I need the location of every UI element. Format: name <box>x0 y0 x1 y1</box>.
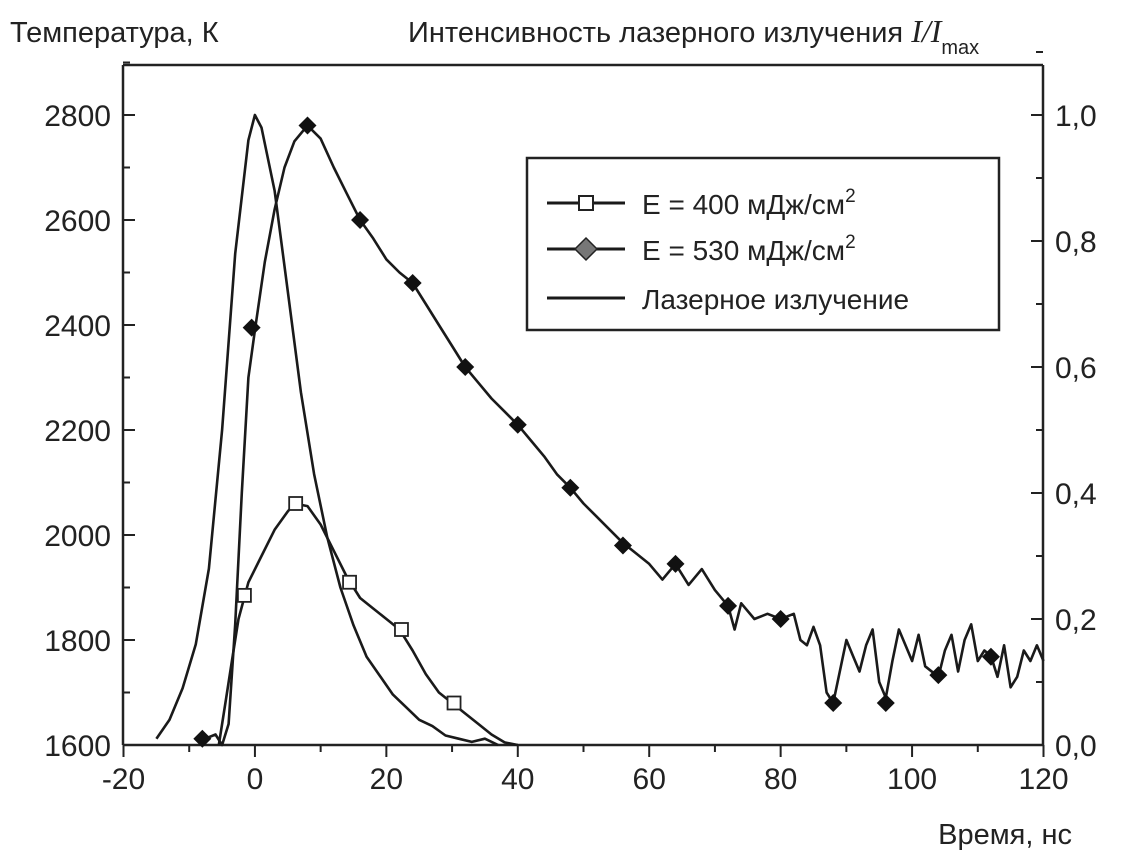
x-tick-label: 120 <box>1018 763 1068 796</box>
data-point <box>613 536 632 555</box>
legend-marker <box>578 195 594 211</box>
x-tick-label: -20 <box>102 763 145 796</box>
data-point <box>771 610 790 628</box>
data-point <box>394 622 409 637</box>
data-point <box>561 478 580 497</box>
y-left-tick-label: 2000 <box>44 520 111 553</box>
y-left-tick-label: 1600 <box>44 730 111 763</box>
x-axis-title: Время, нс <box>938 819 1072 851</box>
y-left-tick-label: 1800 <box>44 625 111 658</box>
data-point <box>929 666 948 685</box>
data-point <box>237 587 252 603</box>
data-point <box>876 694 895 712</box>
data-point <box>446 695 462 711</box>
data-point <box>288 496 304 511</box>
data-point <box>666 554 685 573</box>
legend-marker <box>573 236 599 262</box>
x-tick-label: 80 <box>764 763 797 796</box>
y-left-tick-label: 2800 <box>44 100 111 133</box>
data-point <box>456 358 475 376</box>
right-axis-title: Интенсивность лазерного излучения I/Imax <box>408 13 979 59</box>
legend-box <box>525 156 1001 332</box>
legend-label-2: E = 530 мДж/см2 <box>642 232 856 266</box>
x-tick-label: 0 <box>247 763 264 796</box>
y-left-tick-label: 2200 <box>44 415 111 448</box>
series-line-2 <box>201 124 1045 747</box>
data-point <box>242 318 261 337</box>
y-right-tick-label: 0,0 <box>1055 730 1097 763</box>
axes: -20 0 20 40 60 80 100 120 1600 1800 2000 2200 2400 26… <box>44 51 1097 796</box>
y-right-tick-label: 0,4 <box>1055 478 1097 511</box>
right-axis-title-symbol: I/I <box>910 13 943 49</box>
data-point <box>719 596 738 615</box>
y-left-tick-label: 2400 <box>44 310 111 343</box>
legend-label-3: Лазерное излучение <box>642 284 909 315</box>
legend-label-superscript: 2 <box>845 232 856 253</box>
y-right-tick-label: 1,0 <box>1055 100 1097 133</box>
y-right-tick-label: 0,2 <box>1055 604 1097 637</box>
x-tick-label: 20 <box>370 763 403 796</box>
data-point <box>351 211 370 229</box>
series-line-1 <box>217 502 519 747</box>
data-point <box>342 574 357 590</box>
x-tick-label: 60 <box>633 763 666 796</box>
data-point <box>403 274 422 292</box>
legend-label-text: E = 530 мДж/см <box>642 235 845 266</box>
data-point <box>298 116 317 135</box>
legend-label-text: Лазерное излучение <box>642 284 909 315</box>
y-right-tick-label: 0,8 <box>1055 226 1097 259</box>
right-axis-title-prefix: Интенсивность лазерного излучения <box>408 17 911 49</box>
left-axis-title: Температура, К <box>10 17 219 49</box>
legend-label-1: E = 400 мДж/см2 <box>642 186 856 220</box>
x-tick-label: 100 <box>887 763 937 796</box>
right-axis-title-sub: max <box>941 37 979 59</box>
data-point <box>508 415 527 434</box>
series-layer <box>155 113 1045 748</box>
legend-label-text: E = 400 мДж/см <box>642 189 845 220</box>
data-point <box>824 694 843 712</box>
series-line-3 <box>155 113 499 747</box>
x-tick-label: 40 <box>501 763 534 796</box>
data-point <box>193 729 212 748</box>
y-left-tick-label: 2600 <box>44 205 111 238</box>
data-point <box>981 647 1000 666</box>
legend-label-superscript: 2 <box>845 186 856 207</box>
y-right-tick-label: 0,6 <box>1055 352 1097 385</box>
